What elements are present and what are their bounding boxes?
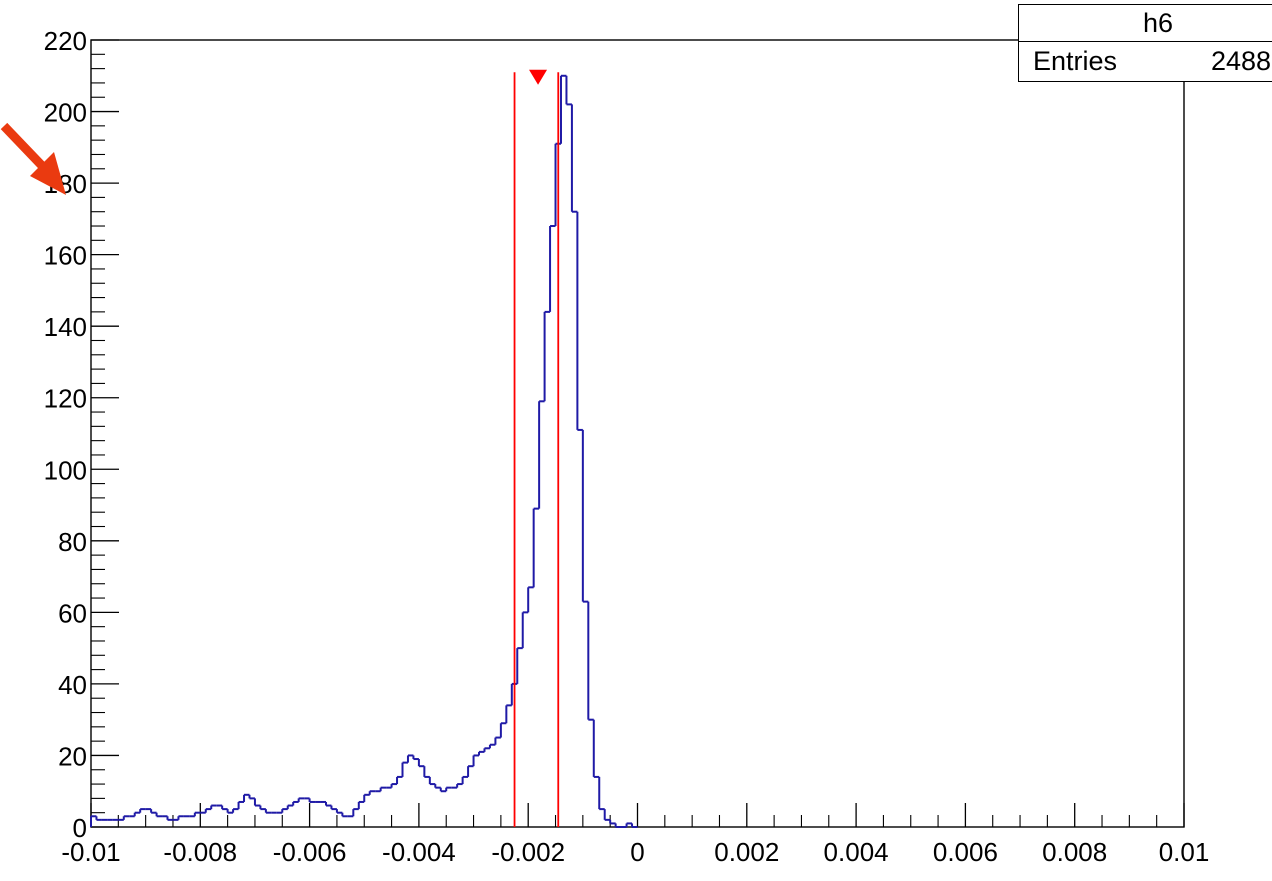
y-tick-label: 140 bbox=[44, 312, 87, 342]
stats-title: h6 bbox=[1019, 5, 1272, 42]
annotation-arrow-head bbox=[30, 152, 66, 195]
entries-value: 2488 bbox=[1211, 46, 1272, 76]
y-tick-label: 40 bbox=[58, 670, 87, 700]
annotation-arrow-shaft bbox=[0, 122, 52, 176]
entries-label: Entries bbox=[1033, 46, 1118, 76]
y-tick-label: 160 bbox=[44, 241, 87, 271]
stats-box: h6 Entries 2488 bbox=[1018, 4, 1272, 82]
x-tick-label: -0.004 bbox=[382, 837, 456, 867]
x-tick-label: 0.004 bbox=[824, 837, 889, 867]
stats-entries-row: Entries 2488 bbox=[1019, 42, 1272, 81]
x-tick-label: -0.002 bbox=[491, 837, 565, 867]
x-tick-label: 0.006 bbox=[933, 837, 998, 867]
y-tick-label: 100 bbox=[44, 455, 87, 485]
y-tick-label: 220 bbox=[44, 26, 87, 56]
y-tick-label: 200 bbox=[44, 98, 87, 128]
y-tick-label: 20 bbox=[58, 741, 87, 771]
x-tick-label: 0.01 bbox=[1159, 837, 1210, 867]
y-tick-label: 0 bbox=[73, 813, 87, 843]
y-tick-label: 60 bbox=[58, 598, 87, 628]
x-tick-label: -0.006 bbox=[273, 837, 347, 867]
y-tick-label: 120 bbox=[44, 384, 87, 414]
x-tick-label: 0 bbox=[630, 837, 644, 867]
y-tick-label: 80 bbox=[58, 527, 87, 557]
peak-marker bbox=[529, 69, 548, 85]
x-tick-label: -0.01 bbox=[61, 837, 120, 867]
x-tick-label: 0.002 bbox=[714, 837, 779, 867]
x-tick-label: -0.008 bbox=[163, 837, 237, 867]
x-tick-label: 0.008 bbox=[1042, 837, 1107, 867]
plot-frame bbox=[90, 39, 1185, 828]
